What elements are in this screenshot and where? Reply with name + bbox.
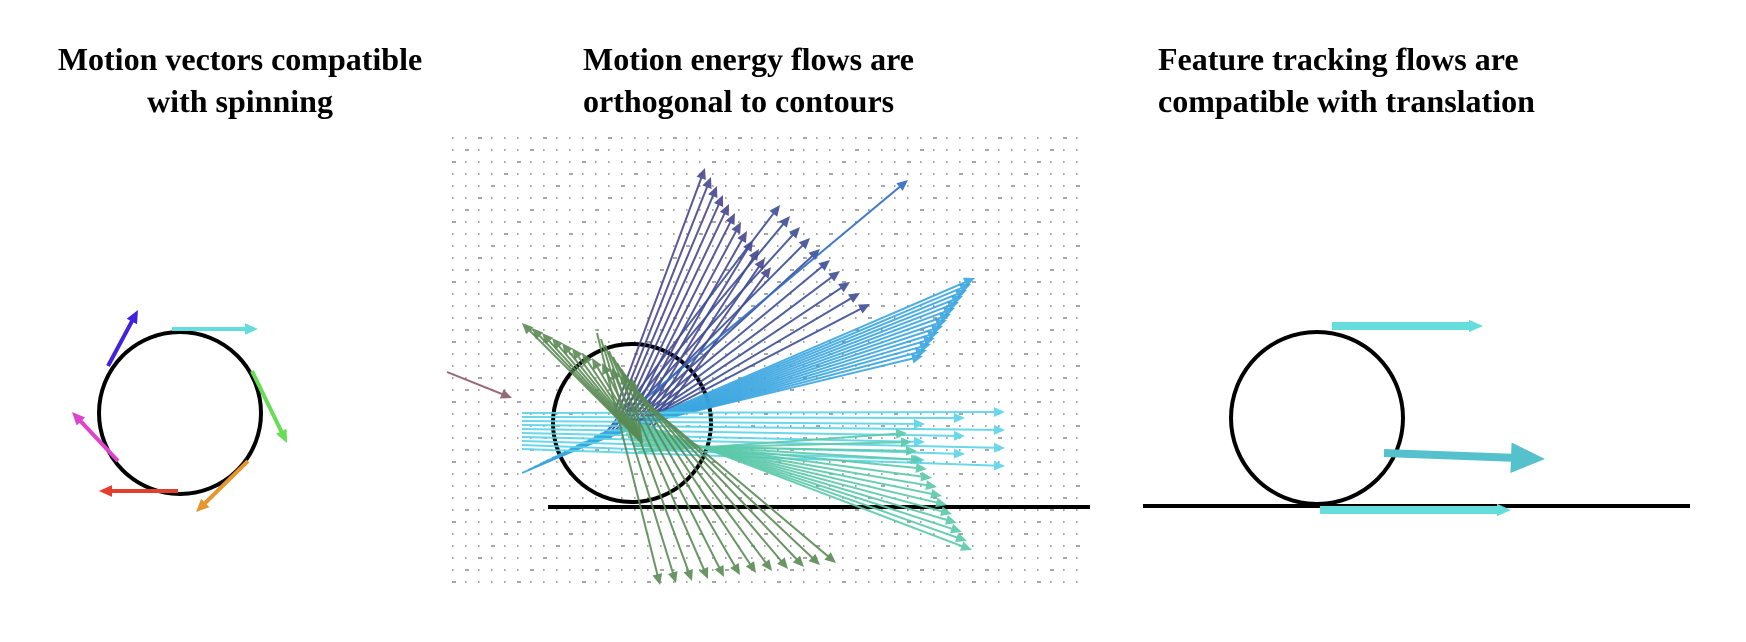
energy-flow-arrow xyxy=(521,418,925,429)
energy-flow-arrow xyxy=(616,362,740,575)
energy-flow-arrow xyxy=(446,371,512,399)
energy-flow-arrow xyxy=(592,358,643,444)
spin-arrow xyxy=(172,323,258,335)
energy-flow-arrow xyxy=(619,186,718,418)
spin-arrow xyxy=(196,459,250,512)
energy-flow-arrows xyxy=(446,168,1005,585)
tracking-wheel xyxy=(1229,330,1405,506)
tracking-arrow-center xyxy=(1383,442,1545,474)
energy-flow-arrow xyxy=(631,271,840,427)
spin-arrow xyxy=(72,412,120,463)
energy-flow-arrow xyxy=(616,177,712,416)
spin-arrow xyxy=(250,370,287,443)
right-panel-title: Feature tracking flows are compatible wi… xyxy=(1158,41,1535,119)
energy-flow-arrow xyxy=(521,424,1005,435)
energy-flow-arrow xyxy=(640,398,836,563)
energy-flow-arrow xyxy=(612,356,724,577)
energy-flow-arrow xyxy=(616,238,810,433)
spin-arrow xyxy=(99,485,178,497)
energy-flow-arrow xyxy=(626,260,830,429)
energy-flow-arrow xyxy=(602,363,643,444)
energy-flow-arrow xyxy=(521,436,1005,453)
spinning-wheel xyxy=(97,330,263,496)
energy-flow-arrow xyxy=(636,282,850,425)
spinning-panel xyxy=(72,310,287,512)
energy-flow-arrow xyxy=(521,407,1005,417)
feature-tracking-panel xyxy=(1143,319,1690,517)
energy-flow-arrow xyxy=(620,373,643,444)
energy-flow-arrow xyxy=(611,368,643,444)
spin-arrow xyxy=(106,310,138,367)
left-panel-title: Motion vectors compatible with spinning xyxy=(57,41,423,119)
motion-energy-panel xyxy=(446,137,1090,585)
energy-flow-arrow xyxy=(521,432,925,447)
energy-flow-arrow xyxy=(625,204,729,422)
energy-flow-arrow xyxy=(613,168,706,414)
tracking-arrow-top xyxy=(1332,319,1483,333)
energy-flow-arrow xyxy=(608,350,709,579)
tracking-arrow-bottom xyxy=(1320,503,1511,517)
middle-panel-title: Motion energy flows are orthogonal to co… xyxy=(583,41,914,119)
energy-flow-arrow xyxy=(641,293,860,423)
energy-flow-arrow xyxy=(628,378,643,444)
energy-flow-arrow xyxy=(622,195,724,420)
energy-flow-arrow xyxy=(521,413,965,423)
energy-flow-arrow xyxy=(646,304,870,421)
